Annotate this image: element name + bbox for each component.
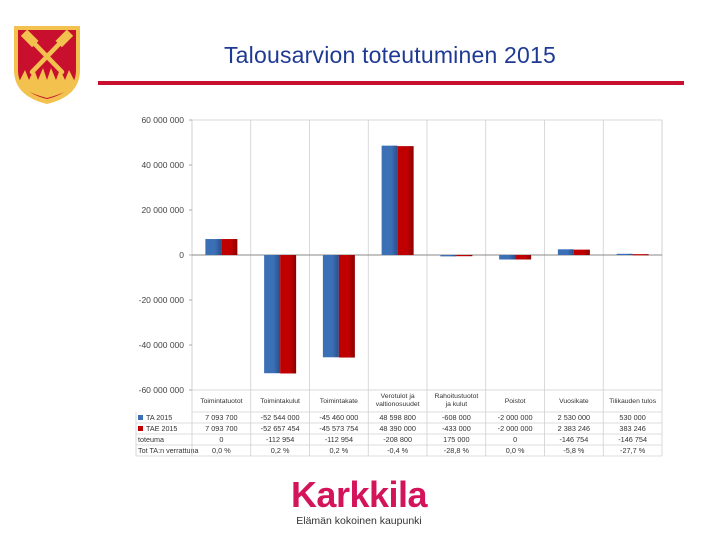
bar-ta-2015	[322, 255, 339, 358]
bar-ta-2015	[381, 145, 398, 255]
crossed-hammers-coat-of-arms-icon	[14, 26, 80, 104]
y-tick-label: 60 000 000	[141, 115, 184, 125]
bar-tae-2015	[632, 254, 649, 256]
category-label: Toimintakulut	[260, 398, 300, 405]
table-cell: -27,7 %	[620, 446, 646, 455]
table-cell: -608 000	[442, 413, 471, 422]
crest-logo	[14, 26, 80, 104]
karkkila-logo: Karkkila Elämän kokoinen kaupunki	[284, 476, 434, 532]
table-cell: -45 460 000	[319, 413, 358, 422]
bar-ta-2015	[557, 249, 574, 255]
table-cell: -45 573 754	[319, 424, 358, 433]
table-row-label: toteuma	[138, 435, 164, 444]
category-label: Rahoitustuotot ja kulut	[434, 393, 478, 408]
table-cell: -146 754	[559, 435, 588, 444]
bar-tae-2015	[221, 239, 238, 255]
category-label: Toimintatuotot	[200, 398, 242, 405]
y-tick-label: -20 000 000	[139, 295, 185, 305]
table-cell: -2 000 000	[498, 424, 533, 433]
table-row-label: Tot TA:n verrattuna	[138, 446, 198, 455]
table-cell: -208 800	[383, 435, 412, 444]
table-cell: 7 093 700	[205, 424, 237, 433]
table-cell: 0,2 %	[330, 446, 349, 455]
y-tick-label: 0	[179, 250, 184, 260]
table-cell: 0	[219, 435, 223, 444]
budget-chart: 60 000 000 40 000 000 20 000 000 0 -20 000 0…	[135, 115, 663, 457]
y-tick-label: 40 000 000	[141, 160, 184, 170]
table-cell: 383 246	[619, 424, 645, 433]
slide-title: Talousarvion toteutuminen 2015	[223, 42, 557, 68]
table-row-label: TAE 2015	[146, 424, 177, 433]
y-tick-label: -60 000 000	[139, 385, 185, 395]
table-cell: -112 954	[266, 435, 294, 444]
category-label: Vuosikate	[559, 398, 589, 405]
table-cell: -146 754	[618, 435, 647, 444]
table-cell: 175 000	[443, 435, 469, 444]
legend-swatch	[138, 415, 143, 420]
table-cell: 2 530 000	[558, 413, 590, 422]
table-cell: -0,4 %	[387, 446, 409, 455]
table-cell: -52 544 000	[261, 413, 300, 422]
table-cell: 2 383 246	[558, 424, 590, 433]
title-underline	[98, 81, 684, 85]
table-cell: 48 390 000	[379, 424, 416, 433]
bar-tae-2015	[397, 146, 414, 255]
bar-ta-2015	[616, 253, 633, 256]
bar-ta-2015	[440, 255, 457, 257]
table-row-label: TA 2015	[146, 413, 172, 422]
table-cell: 530 000	[619, 413, 645, 422]
table-cell: -112 954	[325, 435, 353, 444]
legend-swatch	[138, 426, 143, 431]
category-label: Poistot	[505, 398, 526, 405]
table-cell: 0,0 %	[212, 446, 231, 455]
bar-tae-2015	[338, 255, 355, 358]
category-label: Verotulot ja valtionosuudet	[376, 393, 420, 408]
table-cell: 0	[513, 435, 517, 444]
logo-wordmark: Karkkila	[290, 474, 428, 515]
table-cell: 0,0 %	[506, 446, 525, 455]
category-label: Toimintakate	[320, 398, 358, 405]
bar-ta-2015	[264, 255, 281, 374]
table-cell: -433 000	[442, 424, 471, 433]
y-tick-label: -40 000 000	[139, 340, 185, 350]
logo-slogan: Elämän kokoinen kaupunki	[296, 515, 422, 527]
y-tick-label: 20 000 000	[141, 205, 184, 215]
bar-tae-2015	[573, 249, 590, 255]
bar-tae-2015	[456, 255, 473, 257]
table-cell: -5,8 %	[563, 446, 585, 455]
bar-ta-2015	[205, 239, 222, 255]
table-cell: 7 093 700	[205, 413, 237, 422]
category-label: Tilikauden tulos	[609, 398, 657, 405]
table-cell: 48 598 800	[379, 413, 416, 422]
table-cell: -28,8 %	[444, 446, 470, 455]
table-cell: -2 000 000	[498, 413, 533, 422]
bar-ta-2015	[499, 255, 516, 260]
table-cell: 0,2 %	[271, 446, 290, 455]
bar-tae-2015	[515, 255, 532, 260]
bar-tae-2015	[280, 255, 297, 374]
table-cell: -52 657 454	[261, 424, 300, 433]
